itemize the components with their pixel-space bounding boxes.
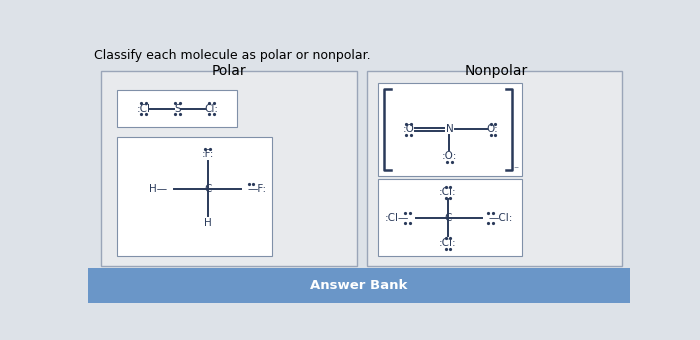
Text: :F:: :F: [202,149,214,159]
Text: O:: O: [486,124,498,134]
Text: Nonpolar: Nonpolar [464,64,528,78]
Text: Answer Bank: Answer Bank [310,279,407,292]
Bar [117,90,237,127]
Text: :Cl:: :Cl: [439,187,456,198]
Bar [367,71,622,266]
Text: :Cl—: :Cl— [385,213,409,223]
Text: Classify each molecule as polar or nonpolar.: Classify each molecule as polar or nonpo… [94,49,370,62]
Bar [378,83,522,175]
Bar [102,71,357,266]
Text: :O: :O [403,124,415,134]
Bar [88,268,630,303]
Bar [378,180,522,256]
Text: —Cl:: —Cl: [489,213,513,223]
Text: ⁻: ⁻ [514,166,519,175]
Text: C: C [204,184,211,194]
Text: S: S [174,104,181,114]
Text: Cl:: Cl: [204,104,218,114]
Text: :Cl:: :Cl: [439,238,456,248]
Text: H—: H— [149,184,167,194]
Text: C: C [444,213,452,223]
Text: :O:: :O: [442,151,457,161]
Bar [117,137,272,256]
Text: H: H [204,218,211,228]
Text: Polar: Polar [212,64,246,78]
Text: :Cl: :Cl [136,104,150,114]
Text: —F:: —F: [248,184,267,194]
Text: N: N [446,124,454,134]
